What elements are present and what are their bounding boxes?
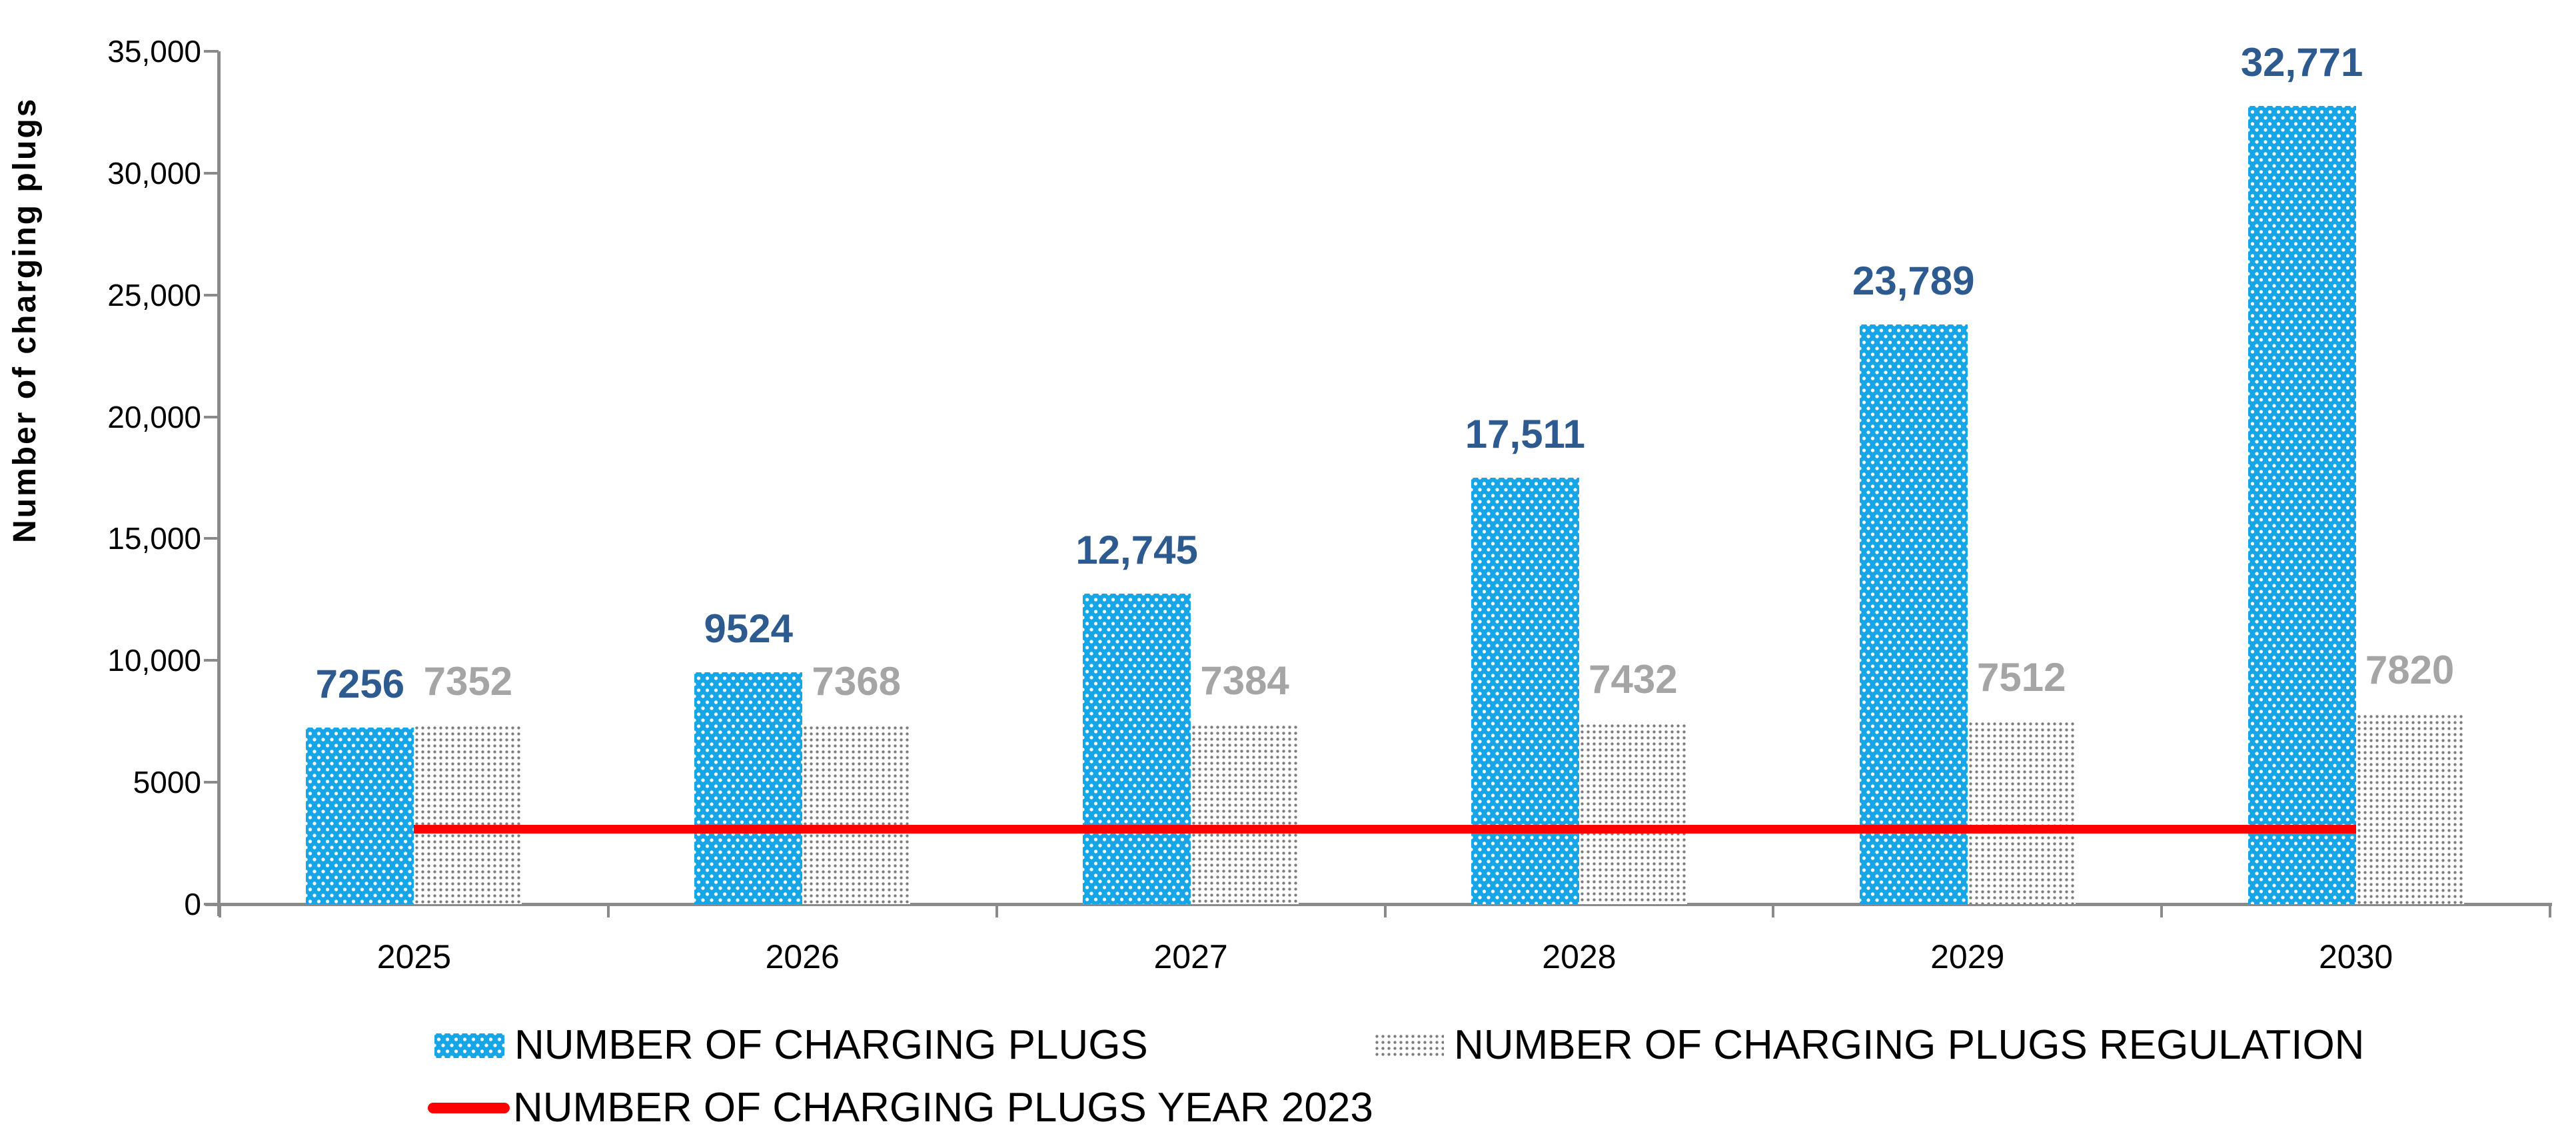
- data-label-charging-plugs-2026: 9524: [704, 606, 793, 651]
- y-tick-label: 10,000: [107, 643, 201, 678]
- y-tick-label: 25,000: [107, 277, 201, 312]
- y-tick: [204, 903, 219, 905]
- data-label-regulation-2026: 7368: [812, 658, 901, 704]
- x-axis-label-2028: 2028: [1542, 938, 1616, 975]
- x-tick: [995, 904, 998, 917]
- legend-label: NUMBER OF CHARGING PLUGS: [514, 1022, 1148, 1068]
- legend-label: NUMBER OF CHARGING PLUGS YEAR 2023: [513, 1085, 1373, 1131]
- x-axis-line: [205, 903, 2552, 906]
- data-label-regulation-2029: 7512: [1977, 655, 2066, 700]
- y-tick-label: 35,000: [107, 34, 201, 69]
- gray-dotted-swatch-icon: [1374, 1033, 1444, 1058]
- x-tick: [1383, 904, 1387, 917]
- x-tick: [606, 904, 610, 917]
- legend-item-charging-plugs-regulation: NUMBER OF CHARGING PLUGS REGULATION: [1374, 1025, 2364, 1066]
- data-label-regulation-2030: 7820: [2365, 648, 2455, 692]
- y-tick-label: 0: [184, 887, 201, 921]
- bar-regulation-2027: [1191, 724, 1299, 904]
- bar-charging-plugs-2029: [1859, 324, 1968, 904]
- y-tick-label: 15,000: [107, 521, 201, 556]
- x-tick: [2160, 904, 2164, 917]
- blue-dotted-swatch-icon: [434, 1033, 504, 1058]
- x-axis-label-2030: 2030: [2318, 938, 2393, 975]
- y-tick: [204, 537, 219, 540]
- data-label-regulation-2025: 7352: [423, 659, 513, 704]
- bar-regulation-2029: [1967, 721, 2076, 904]
- y-axis-line: [217, 51, 221, 916]
- legend-item-charging-plugs-year-2023: NUMBER OF CHARGING PLUGS YEAR 2023: [428, 1087, 1373, 1129]
- bar-regulation-2026: [802, 724, 911, 904]
- data-label-charging-plugs-2028: 17,511: [1465, 411, 1586, 456]
- y-tick: [204, 50, 219, 53]
- bar-regulation-2025: [414, 725, 522, 904]
- bar-charging-plugs-2030: [2248, 105, 2356, 904]
- y-tick: [204, 659, 219, 662]
- data-label-charging-plugs-2025: 7256: [315, 661, 405, 706]
- y-tick-label: 20,000: [107, 399, 201, 434]
- y-tick: [204, 293, 219, 296]
- legend-label: NUMBER OF CHARGING PLUGS REGULATION: [1454, 1022, 2365, 1068]
- data-label-charging-plugs-2030: 32,771: [2240, 39, 2363, 85]
- reference-line-year-2023: [414, 825, 2356, 834]
- bar-charging-plugs-2027: [1083, 593, 1191, 904]
- x-tick: [219, 904, 221, 917]
- data-label-charging-plugs-2027: 12,745: [1075, 527, 1198, 572]
- legend-item-charging-plugs: NUMBER OF CHARGING PLUGS: [434, 1025, 1148, 1066]
- x-axis-label-2025: 2025: [376, 938, 452, 975]
- y-tick-label: 5000: [133, 765, 201, 800]
- x-axis-label-2029: 2029: [1930, 938, 2005, 975]
- x-tick: [1772, 904, 1775, 917]
- bar-charging-plugs-2026: [694, 672, 803, 904]
- data-label-regulation-2027: 7384: [1200, 658, 1289, 703]
- x-axis-label-2027: 2027: [1153, 938, 1228, 975]
- y-tick: [204, 781, 219, 784]
- bar-regulation-2030: [2355, 714, 2464, 904]
- y-tick: [204, 171, 219, 175]
- bar-charging-plugs-2025: [306, 727, 414, 904]
- y-tick: [204, 415, 219, 418]
- x-axis-label-2026: 2026: [765, 938, 840, 975]
- red-line-swatch-icon: [428, 1103, 510, 1113]
- bar-regulation-2028: [1579, 723, 1687, 904]
- data-label-regulation-2028: 7432: [1589, 657, 1678, 702]
- data-label-charging-plugs-2029: 23,789: [1852, 259, 1975, 303]
- x-tick: [2549, 904, 2551, 917]
- y-tick-label: 30,000: [107, 155, 201, 191]
